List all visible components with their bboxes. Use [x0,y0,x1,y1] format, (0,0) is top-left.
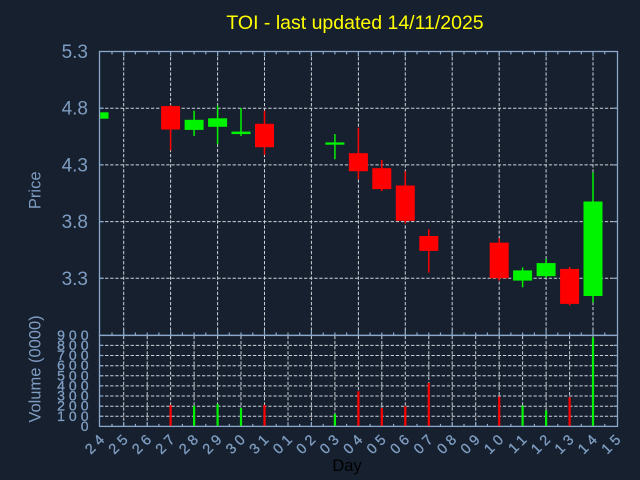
svg-text:900: 900 [57,327,92,343]
svg-text:200: 200 [57,398,92,414]
svg-text:Price: Price [27,172,45,210]
svg-text:5.3: 5.3 [62,42,88,63]
svg-text:4.8: 4.8 [62,99,88,120]
svg-text:3.8: 3.8 [62,212,88,233]
svg-text:400: 400 [57,377,92,393]
svg-text:TOI - last updated 14/11/2025: TOI - last updated 14/11/2025 [226,12,483,34]
svg-text:4.3: 4.3 [62,155,88,176]
svg-text:3.3: 3.3 [62,269,88,290]
svg-text:300: 300 [57,388,92,404]
svg-text:Volume (0000): Volume (0000) [27,315,45,422]
svg-text:0: 0 [81,418,93,434]
svg-text:600: 600 [57,357,92,373]
svg-text:800: 800 [57,337,92,353]
svg-text:Day: Day [332,457,362,475]
svg-text:700: 700 [57,347,92,363]
svg-text:500: 500 [57,367,92,383]
svg-text:100: 100 [57,408,92,424]
